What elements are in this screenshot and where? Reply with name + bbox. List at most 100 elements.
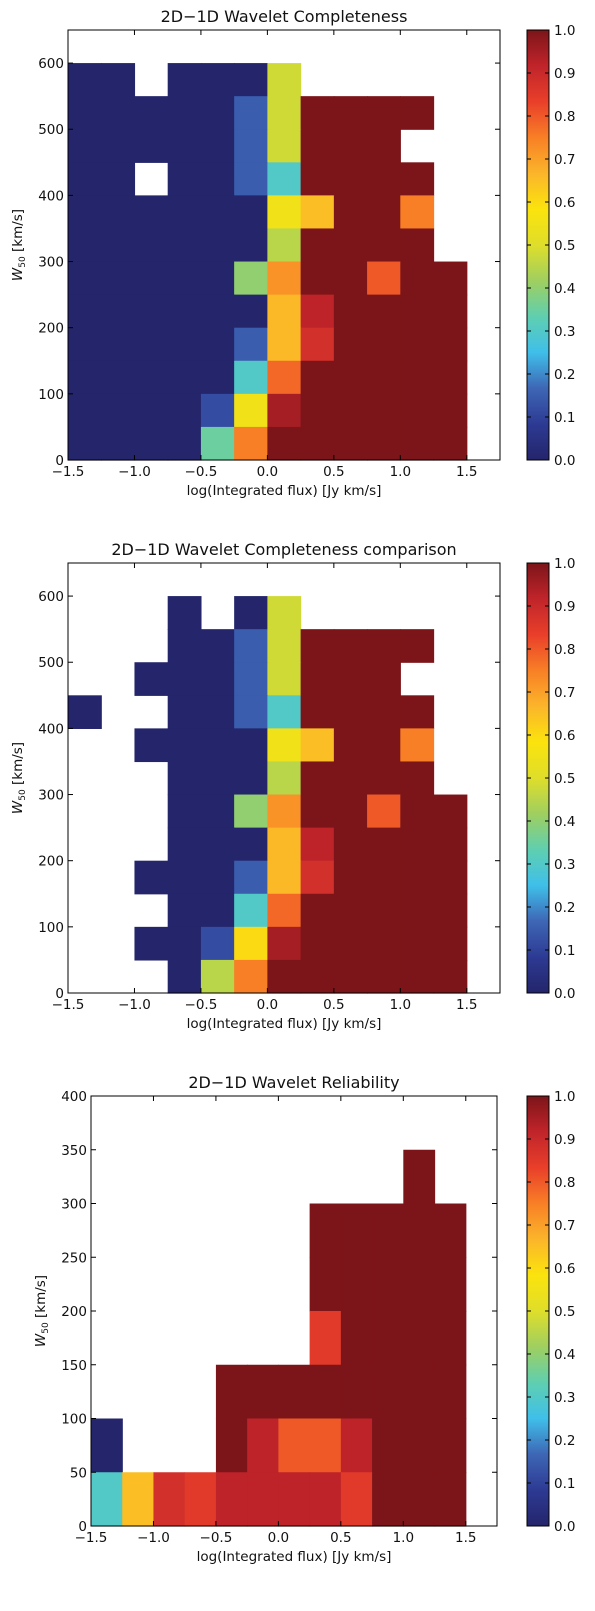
heatmap-cell <box>300 195 335 230</box>
colorbar-tick-label: 0.0 <box>554 453 575 469</box>
heatmap-cell <box>367 426 401 461</box>
heatmap-cell <box>433 860 468 895</box>
heatmap-cell <box>167 629 202 663</box>
colorbar-tick-label: 1.0 <box>554 23 575 39</box>
heatmap-cell <box>367 360 401 395</box>
heatmap-cell <box>333 129 368 163</box>
heatmap-cell <box>300 860 335 895</box>
x-tick-label: 0.0 <box>257 464 278 480</box>
heatmap-cell <box>300 96 335 130</box>
colorbar-tick-label: 0.9 <box>554 1132 575 1148</box>
heatmap-cell <box>234 129 268 163</box>
heatmap-cell <box>367 195 401 230</box>
heatmap-cell <box>267 327 302 362</box>
heatmap-cell <box>134 327 169 362</box>
heatmap-cell <box>433 294 468 329</box>
y-tick-label: 200 <box>38 854 64 870</box>
x-tick-label: −1.0 <box>118 464 151 480</box>
heatmap-cell <box>267 662 302 696</box>
heatmap-cell <box>340 1364 373 1420</box>
colorbar-tick-label: 0.3 <box>554 1390 575 1406</box>
heatmap-cells <box>68 596 468 994</box>
x-tick-label: 1.0 <box>393 1530 414 1546</box>
heatmap-cell <box>234 662 268 696</box>
heatmap-cell <box>167 662 202 696</box>
colorbar-tick-label: 0.4 <box>554 1347 575 1363</box>
heatmap-cell <box>200 393 235 428</box>
colorbar-tick-label: 0.7 <box>554 1218 575 1234</box>
heatmap-cell <box>200 860 235 895</box>
heatmap-cell <box>372 1203 404 1258</box>
heatmap-cell <box>333 629 368 663</box>
x-tick-label: −0.5 <box>185 464 218 480</box>
heatmap-cell <box>333 96 368 130</box>
heatmap-cell <box>333 327 368 362</box>
heatmap-cell <box>101 327 136 362</box>
y-tick-label: 300 <box>38 255 64 271</box>
heatmap-cell <box>400 629 435 663</box>
chart-panel-3: −1.5 −1.0 −0.5 0.0 0.5 1.0 1.5 0 50 100 150 200 250 3… <box>33 1073 575 1565</box>
heatmap-cell <box>309 1257 342 1312</box>
colorbar-tick-label: 0.5 <box>554 238 575 254</box>
heatmap-cell <box>215 1418 248 1473</box>
heatmap-cell <box>333 860 368 895</box>
heatmap-cell <box>340 1257 373 1312</box>
heatmap-cell <box>300 426 335 461</box>
heatmap-cell <box>68 129 102 163</box>
heatmap-cell <box>267 827 302 862</box>
y-tick-label: 600 <box>38 56 64 72</box>
heatmap-cell <box>433 827 468 862</box>
heatmap-cell <box>167 96 202 130</box>
heatmap-cell <box>167 228 202 263</box>
heatmap-cell <box>234 926 268 961</box>
heatmap-cell <box>167 959 202 994</box>
heatmap-cell <box>200 96 235 130</box>
colorbar-tick-label: 0.7 <box>554 152 575 168</box>
heatmap-cell <box>372 1257 404 1312</box>
heatmap-cell <box>300 695 335 729</box>
heatmap-cell <box>300 893 335 928</box>
heatmap-cell <box>167 893 202 928</box>
colorbar-tick-label: 0.2 <box>554 367 575 383</box>
heatmap-cell <box>101 261 136 296</box>
heatmap-cell <box>400 426 435 461</box>
heatmap-cell <box>68 426 102 461</box>
heatmap-cell <box>400 860 435 895</box>
heatmap-cell <box>101 63 136 97</box>
heatmap-cell <box>400 228 435 263</box>
heatmap-cell <box>200 926 235 961</box>
y-axis-label: W50 [km/s] <box>33 1275 51 1347</box>
y-tick-label: 0 <box>78 1519 87 1535</box>
y-tick-label: 250 <box>61 1250 87 1266</box>
colorbar-tick-label: 0.3 <box>554 857 575 873</box>
x-tick-label: 1.5 <box>456 997 477 1013</box>
heatmap-cell <box>234 893 268 928</box>
heatmap-cell <box>278 1364 311 1420</box>
heatmap-cell <box>91 1472 123 1527</box>
heatmap-cell <box>300 393 335 428</box>
heatmap-cell <box>134 360 169 395</box>
heatmap-cell <box>200 695 235 729</box>
heatmap-cell <box>167 426 202 461</box>
heatmap-cell <box>400 96 435 130</box>
heatmap-cell <box>234 629 268 663</box>
heatmap-cell <box>134 261 169 296</box>
heatmap-cell <box>267 393 302 428</box>
heatmap-cell <box>433 794 468 829</box>
heatmap-cell <box>300 294 335 329</box>
heatmap-cell <box>367 926 401 961</box>
heatmap-cell <box>300 327 335 362</box>
heatmap-cell <box>167 860 202 895</box>
heatmap-cell <box>101 129 136 163</box>
heatmap-cell <box>234 596 268 630</box>
colorbar-tick-label: 0.5 <box>554 1304 575 1320</box>
heatmap-cell <box>400 728 435 763</box>
colorbar-tick-label: 0.9 <box>554 66 575 82</box>
heatmap-cell <box>234 426 268 461</box>
heatmap-cell <box>234 96 268 130</box>
y-tick-label: 0 <box>55 453 64 469</box>
heatmap-cell <box>267 695 302 729</box>
heatmap-cell <box>400 393 435 428</box>
heatmap-cell <box>267 294 302 329</box>
